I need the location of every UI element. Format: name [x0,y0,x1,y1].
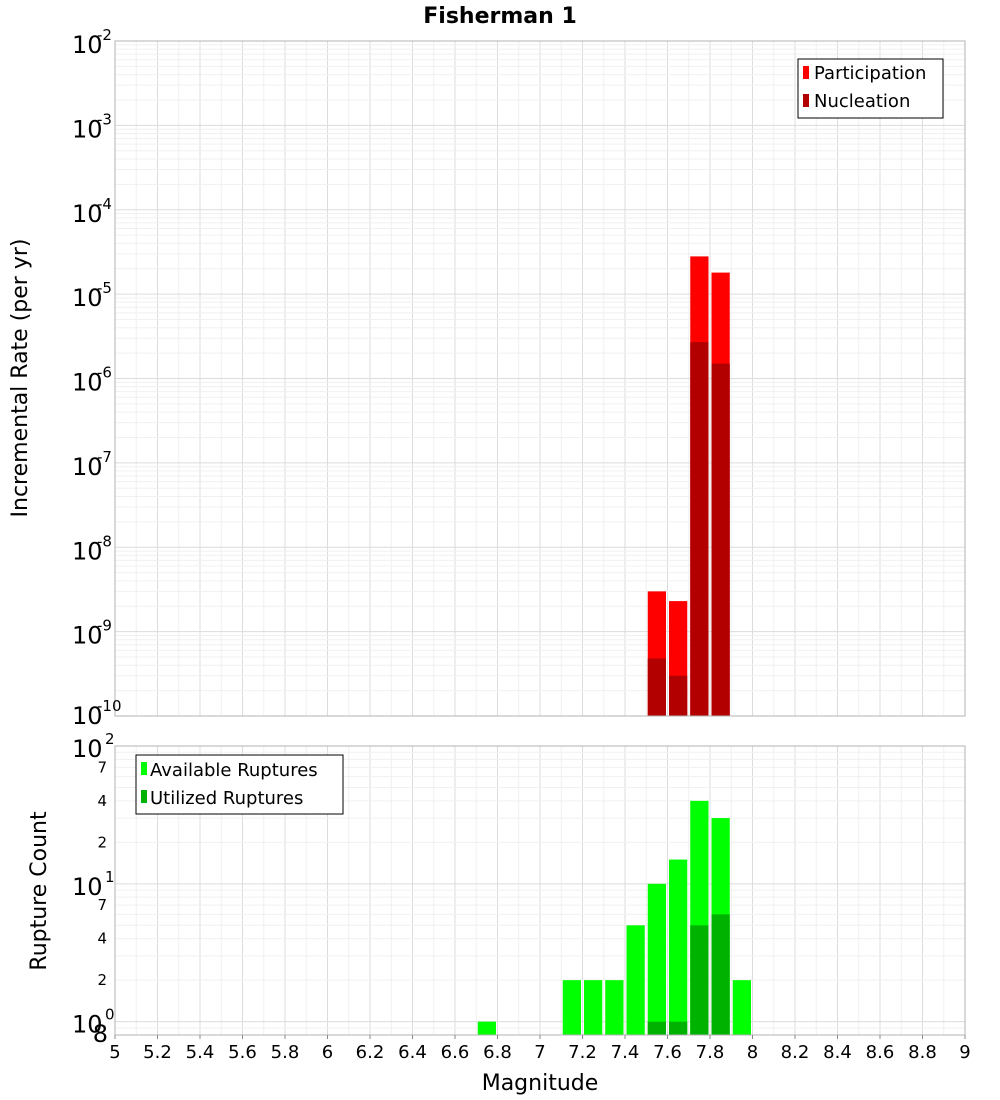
count-y-minor-tick-label: 2 [97,971,107,989]
rate-legend-box [797,58,944,119]
chart-title: Fisherman 1 [423,4,577,29]
x-tick-label: 6.8 [483,1042,512,1063]
rate-y-tick-exponent: -5 [97,279,112,297]
rate-y-tick-exponent: -10 [97,697,122,715]
legend-label-nucleation: Nucleation [814,91,910,112]
legend-swatch-participation [803,66,809,79]
count-y-minor-tick-label: 7 [97,896,107,914]
rate-panel: 10-210-310-410-510-610-710-810-910-10 In… [8,26,966,730]
count-y-minor-tick-label: 7 [97,758,107,776]
rate-y-tick-exponent: -9 [97,617,112,635]
count-y-tick-label: 10 [72,1011,103,1039]
legend-swatch-utilized-ruptures [141,790,147,803]
count-bar-available-ruptures [669,859,688,1035]
count-grid [114,745,966,1036]
count-bar-utilized-ruptures [711,914,730,1035]
legend-label-participation: Participation [814,63,926,84]
count-y-tick-exponent: 1 [105,868,115,886]
x-tick-label: 5.2 [143,1042,172,1063]
rate-y-tick-exponent: -4 [97,195,112,213]
x-axis-label: Magnitude [482,1071,599,1096]
rate-bar-nucleation [647,658,666,716]
rate-y-tick-exponent: -8 [97,532,112,550]
x-tick-label: 5.4 [186,1042,215,1063]
x-tick-label: 8.8 [908,1042,937,1063]
rate-y-tick-label: 10 [72,200,103,228]
rate-y-tick-exponent: -6 [97,364,112,382]
count-y-tick-label: 10 [72,735,103,763]
rate-bar-nucleation [669,675,688,716]
count-bar-available-ruptures [626,925,645,1035]
rate-y-tick-label: 10 [72,369,103,397]
x-tick-label: 8.4 [823,1042,852,1063]
count-legend: Available Ruptures Utilized Ruptures [135,754,344,815]
x-tick-label: 9 [959,1042,970,1063]
rate-y-tick-label: 10 [72,622,103,650]
rate-y-ticks: 10-210-310-410-510-610-710-810-910-10 [72,26,122,730]
x-tick-label: 8.6 [866,1042,895,1063]
rate-y-axis-label: Incremental Rate (per yr) [8,239,33,518]
x-tick-label: 6 [322,1042,333,1063]
rate-plot-border [114,40,966,717]
x-tick-label: 5.6 [228,1042,257,1063]
x-tick-label: 5.8 [271,1042,300,1063]
count-y-tick-exponent: 2 [105,730,115,748]
count-bar-available-ruptures [605,980,624,1035]
rate-y-tick-exponent: -7 [97,448,112,466]
count-bar-available-ruptures [647,883,666,1035]
x-tick-label: 7 [534,1042,545,1063]
legend-label-available-ruptures: Available Ruptures [150,760,318,781]
rate-y-tick-exponent: -2 [97,26,112,44]
count-y-minor-tick-label: 4 [97,792,107,810]
count-y-minor-tick-label: 4 [97,930,107,948]
legend-swatch-available-ruptures [141,762,147,775]
rate-y-tick-label: 10 [72,453,103,481]
rate-y-tick-exponent: -3 [97,110,112,128]
rate-bars [647,256,730,716]
legend-swatch-nucleation [803,94,809,107]
rate-y-tick-label: 10 [72,537,103,565]
count-bar-available-ruptures [584,980,603,1035]
rate-legend: Participation Nucleation [797,58,944,119]
count-bar-available-ruptures [732,980,751,1035]
rate-y-tick-label: 10 [72,284,103,312]
count-bar-available-ruptures [477,1021,496,1035]
count-bar-utilized-ruptures [647,1021,666,1035]
x-tick-label: 6.2 [356,1042,385,1063]
x-tick-label: 8.2 [781,1042,810,1063]
rate-y-tick-label: 10 [72,31,103,59]
count-y-minor-tick-label: 2 [97,833,107,851]
rate-grid [114,41,966,717]
count-y-axis-label: Rupture Count [27,811,52,971]
x-tick-label: 5 [109,1042,120,1063]
rate-bar-nucleation [711,363,730,716]
x-tick-label: 8 [747,1042,758,1063]
rate-y-tick-label: 10 [72,702,103,730]
x-tick-label: 7.6 [653,1042,682,1063]
x-tick-label: 6.6 [441,1042,470,1063]
count-y-tick-exponent: 0 [105,1006,115,1024]
count-bar-utilized-ruptures [669,1021,688,1035]
count-bar-available-ruptures [562,980,581,1035]
rate-bar-nucleation [690,342,709,716]
count-bar-utilized-ruptures [690,925,709,1035]
x-tick-label: 7.4 [611,1042,640,1063]
x-axis-ticks: 5 5.2 5.4 5.6 5.8 6 6.2 6.4 6.6 6.8 7 7.2 7.4 7.6 7.8 8… [109,1035,971,1063]
count-y-minor-tick-label: 8 [93,1020,108,1048]
count-legend-box [135,754,344,815]
count-y-tick-label: 10 [72,873,103,901]
legend-label-utilized-ruptures: Utilized Ruptures [150,788,303,809]
count-bars [477,800,751,1035]
rate-y-tick-label: 10 [72,115,103,143]
x-tick-label: 7.2 [568,1042,597,1063]
x-tick-label: 6.4 [398,1042,427,1063]
x-tick-label: 7.8 [696,1042,725,1063]
